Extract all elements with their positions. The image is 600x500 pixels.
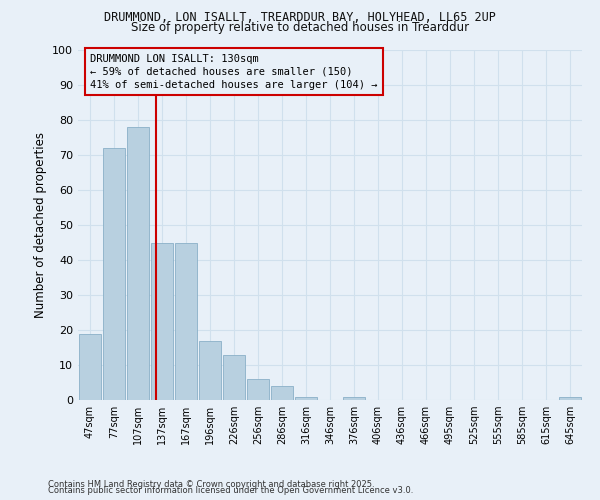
Text: DRUMMOND, LON ISALLT, TREARDDUR BAY, HOLYHEAD, LL65 2UP: DRUMMOND, LON ISALLT, TREARDDUR BAY, HOL…	[104, 11, 496, 24]
Bar	[151, 242, 173, 400]
Bar	[343, 396, 365, 400]
Text: Contains HM Land Registry data © Crown copyright and database right 2025.: Contains HM Land Registry data © Crown c…	[48, 480, 374, 489]
Bar	[247, 379, 269, 400]
Bar	[79, 334, 101, 400]
Bar	[559, 396, 581, 400]
Text: Contains public sector information licensed under the Open Government Licence v3: Contains public sector information licen…	[48, 486, 413, 495]
Bar	[223, 354, 245, 400]
Text: Size of property relative to detached houses in Trearddur: Size of property relative to detached ho…	[131, 21, 469, 34]
Bar	[103, 148, 125, 400]
Y-axis label: Number of detached properties: Number of detached properties	[34, 132, 47, 318]
Text: DRUMMOND LON ISALLT: 130sqm
← 59% of detached houses are smaller (150)
41% of se: DRUMMOND LON ISALLT: 130sqm ← 59% of det…	[90, 54, 377, 90]
Bar	[199, 340, 221, 400]
Bar	[295, 396, 317, 400]
Bar	[127, 127, 149, 400]
Bar	[271, 386, 293, 400]
Bar	[175, 242, 197, 400]
